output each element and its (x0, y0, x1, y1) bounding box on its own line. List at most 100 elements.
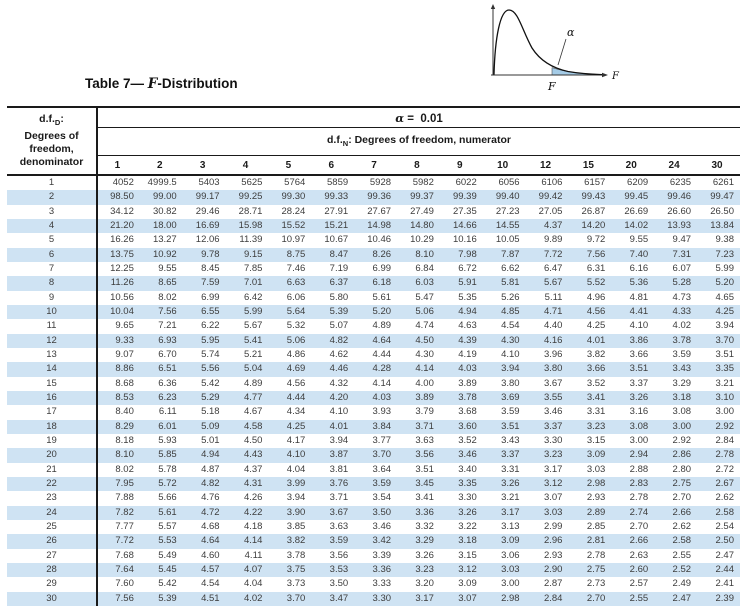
f-value-cell: 2.62 (715, 492, 735, 504)
df-denominator-cell: 24 (7, 505, 98, 520)
f-value-cell: 3.56 (415, 449, 434, 461)
f-value-cell: 4.85 (501, 305, 520, 317)
f-value-cell: 4.37 (543, 219, 563, 231)
f-value-cell: 3.70 (286, 592, 306, 604)
f-value-cell: 3.09 (458, 578, 477, 590)
f-value-cell: 3.15 (458, 549, 477, 561)
f-value-cell: 2.94 (629, 449, 649, 461)
f-value-cell: 5859 (327, 177, 349, 188)
f-value-cell: 10.04 (110, 305, 134, 317)
f-value-cell: 8.47 (329, 248, 349, 260)
f-value-cell: 2.41 (715, 578, 735, 590)
f-value-cell: 8.53 (115, 391, 134, 403)
f-value-cell: 5.61 (372, 291, 392, 303)
f-value-cell: 9.65 (115, 320, 134, 332)
f-value-cell: 3.78 (286, 549, 306, 561)
f-value-cell: 99.46 (667, 191, 692, 203)
f-value-cell: 4.10 (501, 348, 520, 360)
page-title: Table 7— F-Distribution (85, 76, 238, 92)
f-value-cell: 5.93 (158, 434, 177, 446)
f-value-cell: 4.69 (286, 363, 306, 375)
f-value-cell: 7.19 (329, 262, 349, 274)
stub-header-line4: denominator (19, 155, 84, 168)
f-value-cell: 12.06 (195, 234, 220, 246)
f-value-cell: 5.29 (201, 391, 220, 403)
f-value-cell: 4.25 (586, 320, 606, 332)
table-row: 28 7.64 5.45 4.57 4.07 3.75 3.53 3.36 3.23 3.12 3.… (7, 562, 740, 578)
f-value-cell: 5.72 (158, 477, 177, 489)
f-value-cell: 3.46 (372, 520, 392, 532)
f-value-cell: 6.18 (372, 277, 392, 289)
f-value-cell: 6.63 (286, 277, 306, 289)
df-denominator-cell: 15 (7, 376, 98, 391)
f-value-cell: 3.00 (629, 434, 649, 446)
f-value-cell: 5.52 (586, 277, 606, 289)
f-value-cell: 4.10 (629, 320, 649, 332)
alpha-level-header: α = 0.01 (97, 107, 740, 128)
f-value-cell: 4.65 (715, 291, 735, 303)
f-value-cell: 5.20 (372, 305, 392, 317)
f-value-cell: 2.60 (629, 563, 649, 575)
f-value-cell: 2.93 (543, 549, 563, 561)
f-value-cell: 6.99 (201, 291, 220, 303)
f-value-cell: 6.51 (158, 363, 177, 375)
f-value-cell: 6.55 (201, 305, 220, 317)
f-value-cell: 7.82 (115, 506, 134, 518)
f-value-cell: 3.23 (543, 449, 563, 461)
f-value-cell: 4.81 (629, 291, 649, 303)
f-value-cell: 3.26 (629, 391, 649, 403)
f-value-cell: 8.26 (372, 248, 392, 260)
f-value-cell: 4.34 (286, 406, 306, 418)
f-value-cell: 6.42 (243, 291, 263, 303)
f-value-cell: 7.88 (115, 492, 134, 504)
f-value-cell: 28.24 (281, 205, 306, 217)
f-value-cell: 5.80 (329, 291, 349, 303)
f-value-cell: 5.67 (243, 320, 263, 332)
f-value-cell: 2.93 (586, 492, 606, 504)
f-value-cell: 2.50 (715, 535, 735, 547)
f-value-cell: 4.10 (329, 406, 349, 418)
f-value-cell: 9.07 (115, 348, 134, 360)
f-value-cell: 6.23 (158, 391, 177, 403)
f-value-cell: 2.98 (586, 477, 606, 489)
f-value-cell: 2.87 (543, 578, 563, 590)
f-value-cell: 5.91 (458, 277, 477, 289)
f-value-cell: 3.10 (715, 391, 735, 403)
f-value-cell: 4.10 (286, 449, 306, 461)
f-value-cell: 4.26 (243, 492, 263, 504)
f-value-cell: 99.33 (324, 191, 349, 203)
f-value-cell: 3.00 (715, 406, 735, 418)
y-axis-arrow-icon (490, 4, 496, 9)
df-denominator-cell: 11 (7, 319, 98, 334)
f-value-cell: 3.43 (672, 363, 692, 375)
f-value-cell: 4.94 (458, 305, 477, 317)
f-value-cell: 6.70 (158, 348, 177, 360)
f-value-cell: 3.89 (415, 391, 434, 403)
f-value-cell: 4.11 (244, 549, 263, 561)
f-value-cell: 2.90 (543, 563, 563, 575)
f-value-cell: 2.62 (672, 520, 692, 532)
stub-header-line3: freedom, (29, 142, 74, 155)
f-value-cell: 4.64 (372, 334, 392, 346)
f-value-cell: 4.82 (329, 334, 349, 346)
df-denominator-cell: 3 (7, 204, 98, 219)
f-value-cell: 5.49 (158, 549, 177, 561)
table-row: 27 7.68 5.49 4.60 4.11 3.78 3.56 3.39 3.26 3.15 3.… (7, 548, 740, 563)
table-row: 21 8.02 5.78 4.87 4.37 4.04 3.81 3.64 3.51 3.40 3.… (7, 462, 740, 477)
f-value-cell: 3.45 (415, 477, 434, 489)
f-value-cell: 16.26 (110, 234, 134, 246)
f-value-cell: 3.39 (372, 549, 392, 561)
f-value-cell: 4.64 (201, 535, 220, 547)
f-value-cell: 9.33 (115, 334, 134, 346)
f-value-cell: 2.84 (543, 592, 563, 604)
f-value-cell: 4.20 (329, 391, 349, 403)
f-value-cell: 6.31 (586, 262, 606, 274)
numerator-col-header: 1 (97, 155, 140, 176)
f-value-cell: 3.59 (672, 348, 692, 360)
numerator-col-header: 4 (225, 155, 269, 176)
f-value-cell: 4.37 (243, 463, 263, 475)
f-value-cell: 4.17 (286, 434, 306, 446)
f-value-cell: 3.75 (286, 563, 306, 575)
df-denominator-cell: 22 (7, 476, 98, 492)
df-denominator-cell: 9 (7, 290, 98, 305)
